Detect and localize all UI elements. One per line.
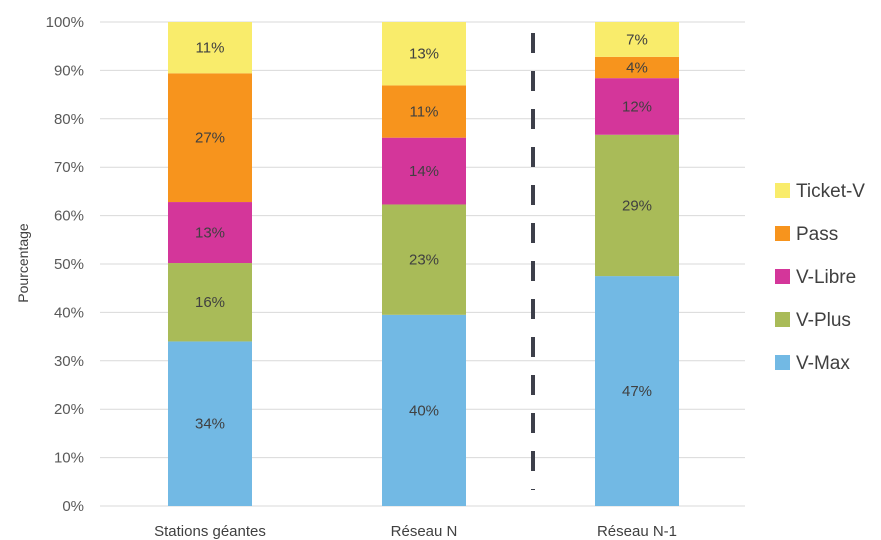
legend-swatch: [775, 355, 790, 370]
bar-segment: [595, 134, 679, 277]
x-category-label: Réseau N: [391, 523, 458, 540]
bar-segment: [382, 22, 466, 86]
legend-label: V-Plus: [796, 310, 851, 331]
bars: [168, 22, 679, 506]
data-label: 13%: [409, 46, 439, 63]
data-label: 40%: [409, 402, 439, 419]
legend-label: Pass: [796, 224, 838, 245]
legend-label: Ticket-V: [796, 181, 865, 202]
data-label: 16%: [195, 294, 225, 311]
legend-swatch: [775, 183, 790, 198]
y-tick-label: 90%: [54, 62, 84, 79]
y-tick-label: 70%: [54, 159, 84, 176]
x-category-label: Stations géantes: [154, 523, 266, 540]
y-tick-label: 60%: [54, 208, 84, 225]
bar-segment: [595, 276, 679, 506]
y-axis-label: Pourcentage: [15, 223, 31, 303]
bar-segment: [382, 137, 466, 205]
data-label: 27%: [195, 130, 225, 147]
bar-segment: [168, 202, 252, 264]
legend-swatch: [775, 226, 790, 241]
bar-segment: [595, 78, 679, 135]
data-label: 23%: [409, 252, 439, 269]
x-axis-categories: Stations géantes Réseau N Réseau N-1: [154, 523, 677, 540]
y-tick-label: 40%: [54, 304, 84, 321]
bar-segment: [382, 204, 466, 315]
y-tick-label: 50%: [54, 256, 84, 273]
y-axis-ticks: 0% 10% 20% 30% 40% 50% 60% 70% 80% 90% 100%: [46, 14, 84, 515]
x-category-label: Réseau N-1: [597, 523, 677, 540]
data-label: 14%: [409, 163, 439, 180]
legend: Ticket-V Pass V-Libre V-Plus V-Max: [775, 181, 865, 374]
bar-segment: [168, 341, 252, 506]
bar-segment: [168, 263, 252, 342]
y-tick-label: 100%: [46, 14, 84, 31]
bar-segment: [595, 56, 679, 79]
data-label: 13%: [195, 225, 225, 242]
y-tick-label: 10%: [54, 450, 84, 467]
data-label: 34%: [195, 416, 225, 433]
y-tick-label: 0%: [62, 498, 84, 515]
bar-segment: [382, 314, 466, 506]
data-label: 47%: [622, 383, 652, 400]
data-label: 11%: [196, 40, 225, 57]
legend-label: V-Libre: [796, 267, 856, 288]
y-tick-label: 30%: [54, 353, 84, 370]
bar-segment: [168, 73, 252, 203]
legend-swatch: [775, 269, 790, 284]
data-labels: 34% 16% 13% 27% 11% 40% 23% 14% 11% 13% 47% 29% 12% 4…: [195, 31, 652, 432]
legend-label: V-Max: [796, 353, 850, 374]
data-label: 11%: [410, 104, 439, 121]
bar-segment: [382, 85, 466, 138]
data-label: 12%: [622, 98, 652, 115]
y-tick-label: 20%: [54, 401, 84, 418]
bar-segment: [595, 22, 679, 57]
bar-segment: [168, 22, 252, 74]
data-label: 29%: [622, 197, 652, 214]
data-label: 4%: [626, 59, 648, 76]
y-tick-label: 80%: [54, 111, 84, 128]
legend-swatch: [775, 312, 790, 327]
data-label: 7%: [626, 31, 648, 48]
